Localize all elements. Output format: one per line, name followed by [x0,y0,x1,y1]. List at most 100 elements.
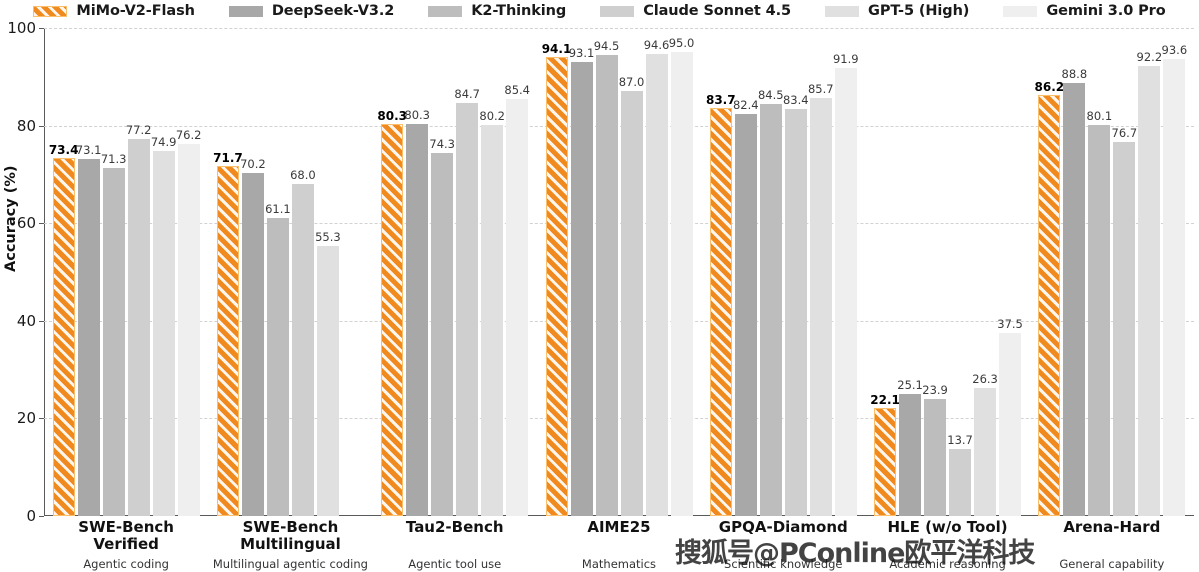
bar-value-label: 76.2 [175,128,202,143]
legend-swatch-icon [33,5,68,17]
bar: 74.9 [151,135,176,516]
bar: 76.2 [176,128,201,516]
bar: 85.4 [504,83,530,516]
bar-value-label: 77.2 [125,123,152,138]
x-category-title: SWE-Bench Multilingual [240,518,341,553]
legend-item-k2-thinking[interactable]: K2-Thinking [428,3,566,19]
x-category-title: Tau2-Bench [405,518,504,536]
x-category-label-group: HLE (w/o Tool) Academic reasoning [845,519,1049,572]
legend-item-gpt-5-high[interactable]: GPT-5 (High) [825,3,969,19]
bar-value-label: 76.7 [1111,125,1138,140]
bar-value-label: 80.3 [377,109,408,124]
gridline [44,418,1194,420]
bar-value-label: 82.4 [732,97,759,112]
bar: 80.1 [1087,109,1112,516]
y-tick-mark [39,320,44,322]
bar-value-label: 68.0 [290,168,316,183]
legend-item-deepseek-v3-2[interactable]: DeepSeek-V3.2 [228,3,395,19]
bar-value-label: 94.5 [593,38,620,53]
legend-swatch-icon [228,5,263,17]
bar: 85.7 [808,82,834,516]
y-tick-mark [39,418,44,420]
x-category-subtitle: Academic reasoning [889,557,1006,571]
bar: 93.1 [569,46,594,516]
bar-value-label: 80.3 [404,108,431,123]
bar: 80.3 [377,109,407,516]
bar: 82.4 [733,98,759,516]
bar: 73.4 [49,143,78,516]
bar-value-label: 73.4 [48,142,79,157]
x-category-label-group: AIME25 Mathematics [517,518,721,572]
x-axis-line [44,515,1194,516]
chart-legend: MiMo-V2-Flash DeepSeek-V3.2 K2-Thinking Cla… [0,0,1199,22]
bar: 80.3 [404,108,430,516]
bar-value-label: 26.3 [972,371,998,386]
gridline [44,320,1194,322]
bar-value-label: 80.2 [479,108,506,123]
y-tick-label: 0 [26,507,36,525]
bar: 26.3 [972,372,998,516]
bar-value-label: 23.9 [922,383,948,398]
y-axis-label: Accuracy (%) [3,165,19,272]
bar-value-label: 55.3 [315,230,341,245]
gridline [44,125,1194,127]
bar-value-label: 92.2 [1136,50,1163,65]
bar-value-label: 95.0 [668,36,695,51]
bar-value-label: 22.1 [870,393,900,408]
x-category-title: SWE-Bench Verified [78,518,174,553]
y-tick-label: 80 [16,116,36,135]
x-category-subtitle: Scientific knowledge [724,557,843,571]
bar: 22.1 [870,393,900,516]
y-tick-mark [39,125,44,127]
bar-value-label: 61.1 [265,201,291,216]
legend-label: DeepSeek-V3.2 [271,3,395,19]
legend-item-mimo-v2-flash[interactable]: MiMo-V2-Flash [33,3,195,19]
bar-value-label: 83.7 [705,92,736,107]
bar: 94.5 [594,39,619,516]
bar: 88.8 [1062,67,1087,516]
bar: 71.3 [101,152,126,516]
bar: 74.3 [429,137,455,516]
bar-value-label: 94.1 [541,41,572,56]
y-tick-mark [39,516,44,517]
legend-item-claude-sonnet-4-5[interactable]: Claude Sonnet 4.5 [600,3,791,19]
bar-value-label: 71.3 [100,152,127,167]
bar-value-label: 71.7 [213,151,243,166]
bar: 84.5 [758,88,784,516]
x-category-subtitle: Mathematics [581,557,657,571]
bar-value-label: 84.5 [757,87,784,102]
y-tick-label: 60 [16,214,36,233]
bar-value-label: 91.9 [832,51,859,66]
legend-label: Claude Sonnet 4.5 [643,3,792,19]
bar-value-label: 13.7 [947,433,973,448]
bar-value-label: 83.4 [782,93,809,108]
bar-value-label: 74.9 [150,134,177,149]
bar: 37.5 [997,317,1023,516]
x-category-title: Arena-Hard [1063,518,1161,536]
bar: 83.7 [706,93,736,516]
bar: 87.0 [619,75,644,516]
bar-value-label: 88.8 [1061,66,1088,81]
x-category-subtitle: Agentic tool use [408,557,502,571]
bar: 23.9 [922,383,948,516]
x-category-label-group: Arena-Hard General capability [1010,518,1199,572]
legend-item-gemini-3-0-pro[interactable]: Gemini 3.0 Pro [1003,3,1166,19]
y-tick-mark [39,28,44,29]
x-category-label-group: SWE-Bench Verified Agentic coding [24,518,228,572]
legend-label: MiMo-V2-Flash [76,3,195,19]
x-category-subtitle: Agentic coding [83,557,169,571]
bar-value-label: 70.2 [240,157,266,172]
bar: 68.0 [290,168,316,516]
bar: 94.6 [644,38,669,516]
x-category-title: GPQA-Diamond [718,518,848,536]
bar: 86.2 [1035,80,1064,516]
legend-label: GPT-5 (High) [868,3,970,19]
bar-value-label: 73.1 [75,143,102,158]
bar: 95.0 [669,36,694,516]
gridline [44,223,1194,225]
bar-value-label: 74.3 [429,137,456,152]
bar: 92.2 [1137,50,1162,516]
x-category-title: AIME25 [587,518,651,536]
y-tick-label: 100 [7,19,36,37]
